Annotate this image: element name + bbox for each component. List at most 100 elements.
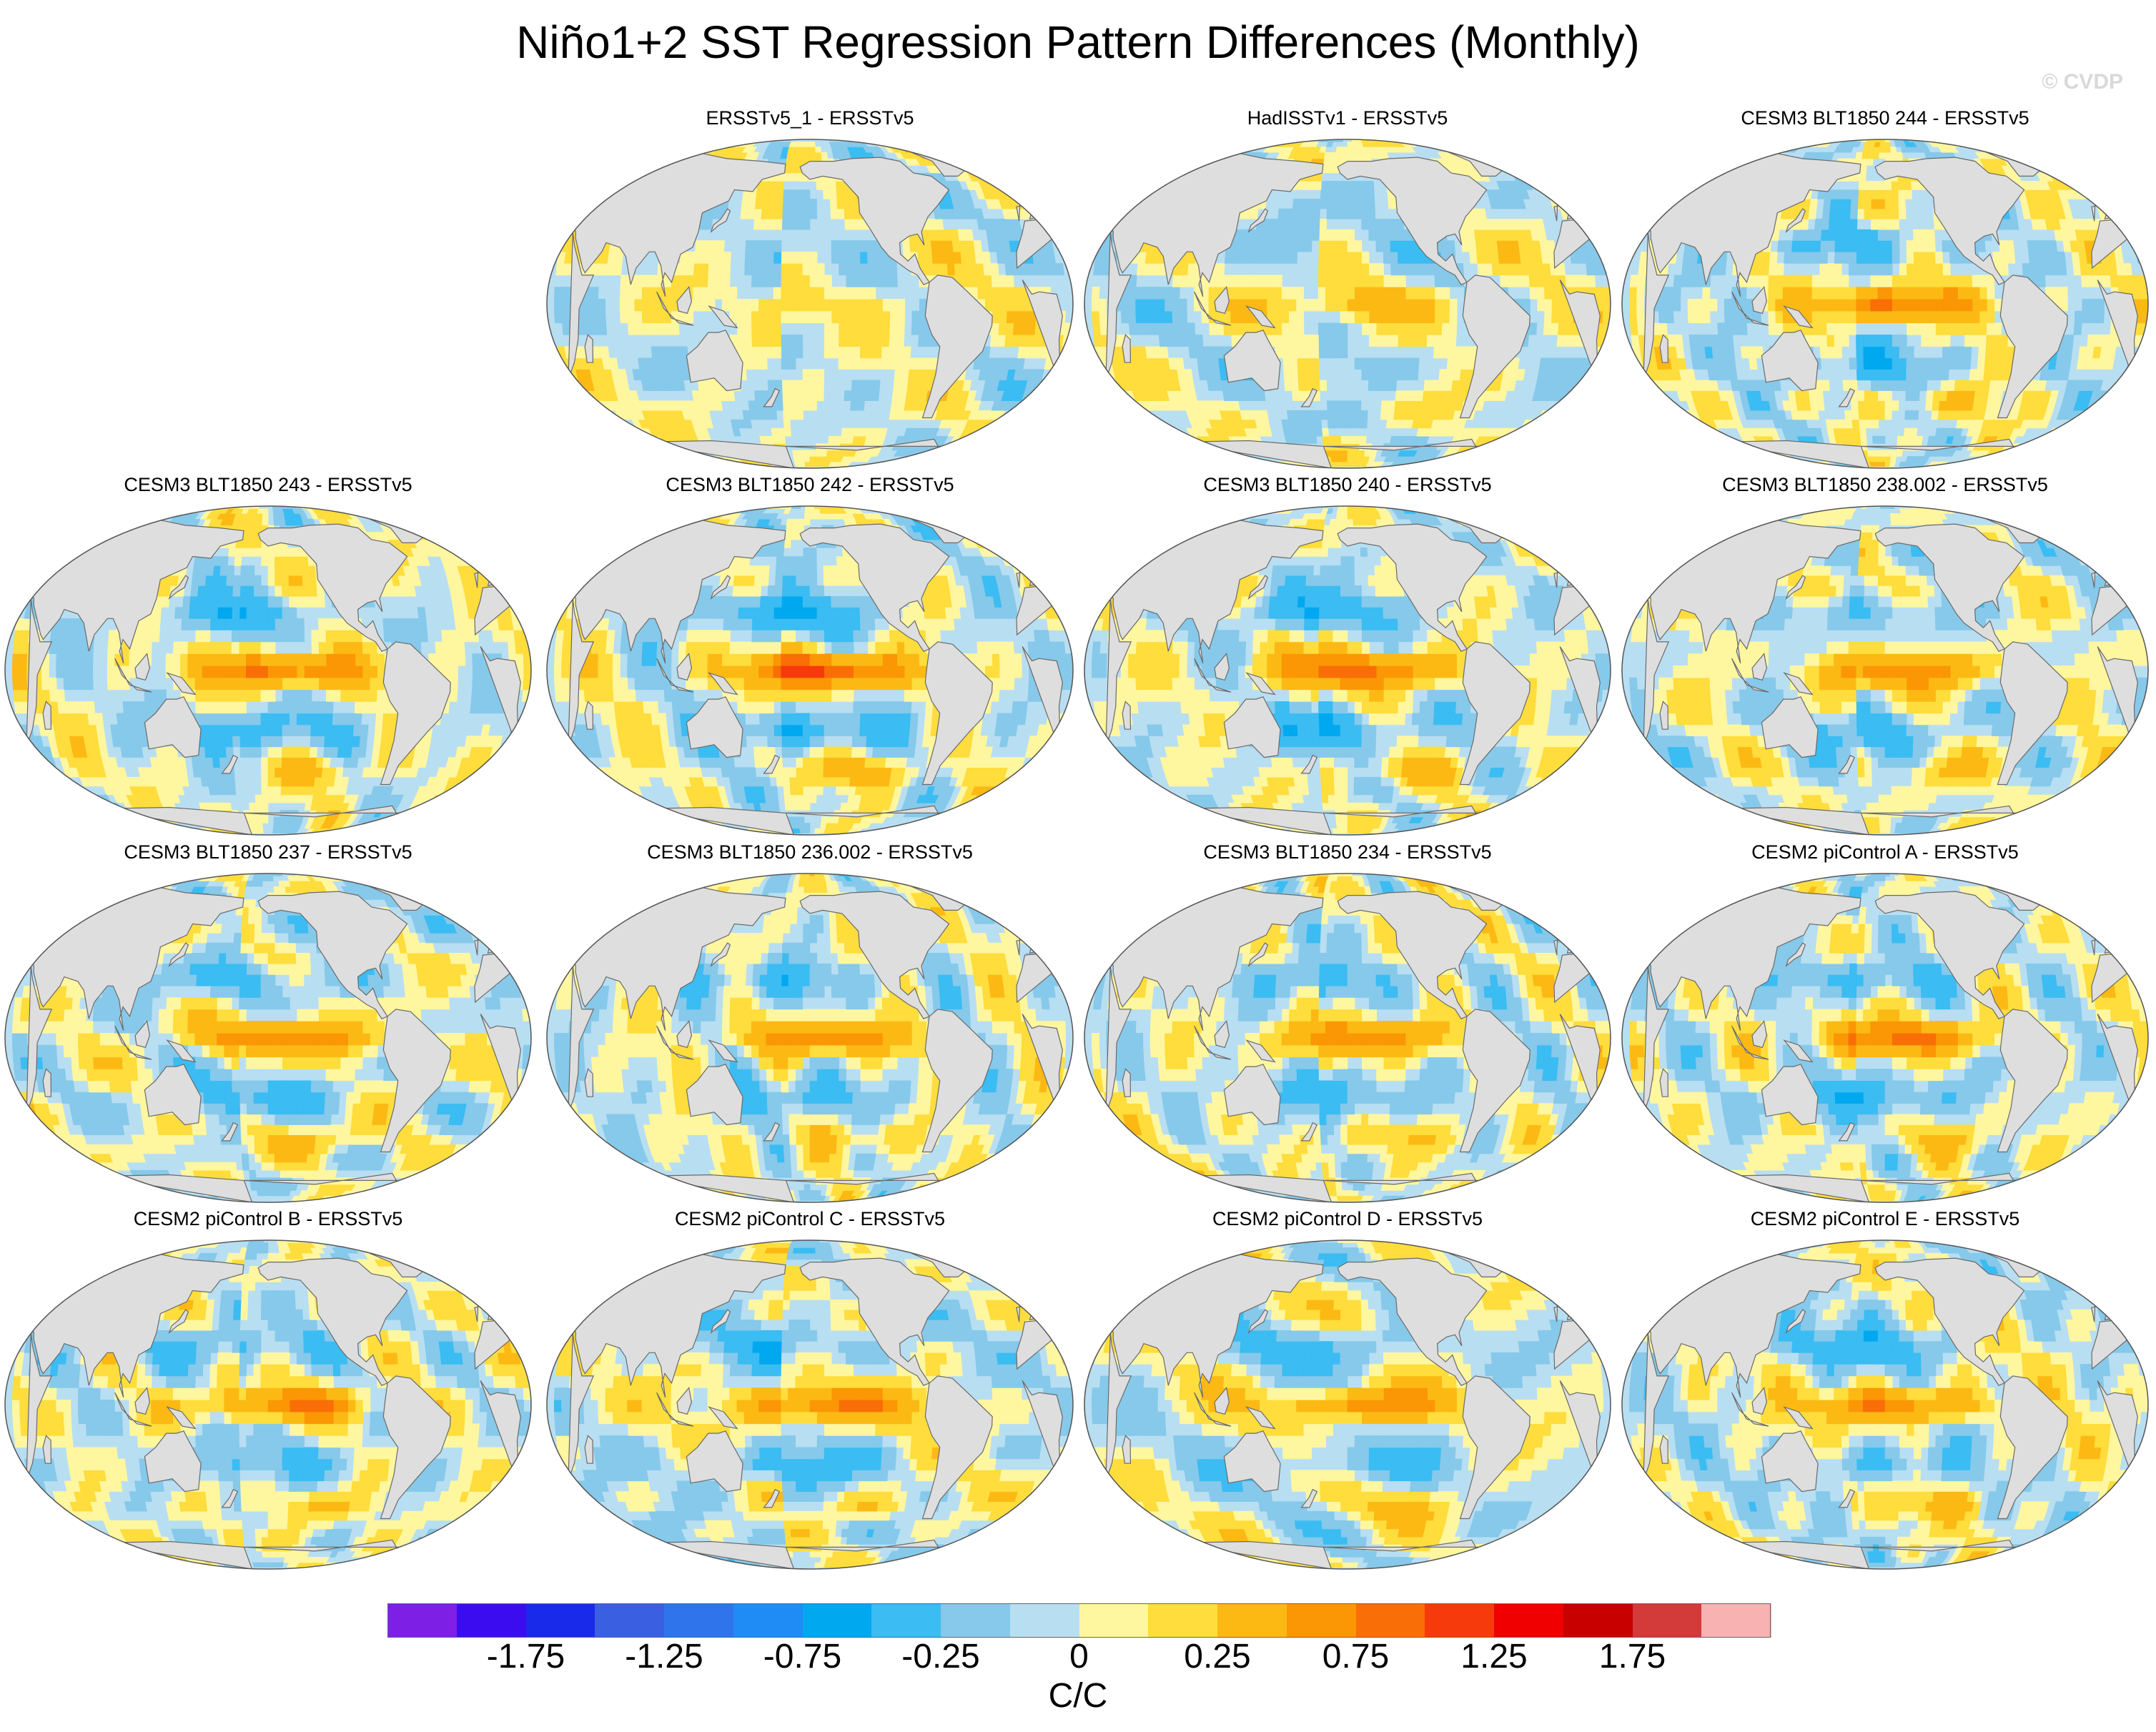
sst-cell — [686, 274, 694, 287]
sst-cell — [1016, 419, 1029, 429]
sst-cell — [859, 252, 869, 264]
sst-cell — [1333, 208, 1341, 219]
sst-cell — [788, 346, 796, 359]
sst-cell — [1415, 390, 1425, 402]
sst-cell — [614, 252, 624, 264]
sst-cell — [1292, 390, 1300, 402]
sst-cell — [1913, 229, 1922, 241]
sst-cell — [1977, 240, 1986, 252]
sst-cell — [1565, 274, 1574, 287]
sst-cell — [1014, 299, 1022, 312]
sst-cell — [1180, 274, 1188, 287]
sst-cell — [1551, 274, 1560, 287]
sst-cell — [2037, 456, 2053, 462]
sst-cell — [1347, 456, 1354, 462]
sst-cell — [763, 181, 771, 190]
sst-cell — [1367, 199, 1375, 209]
sst-cell — [1938, 400, 1947, 411]
sst-cell — [1784, 240, 1793, 252]
sst-cell — [1347, 435, 1355, 444]
sst-cell — [909, 240, 918, 252]
sst-cell — [809, 390, 818, 402]
sst-cell — [1523, 172, 1536, 182]
sst-cell — [1911, 410, 1919, 420]
sst-cell — [1636, 310, 1645, 324]
sst-cell — [1522, 299, 1531, 312]
sst-cell — [1464, 450, 1478, 457]
sst-cell — [1335, 450, 1342, 457]
sst-cell — [1656, 410, 1668, 420]
sst-cell — [1957, 287, 1966, 300]
sst-cell — [1691, 427, 1703, 437]
sst-cell — [864, 390, 873, 402]
sst-cell — [788, 390, 797, 402]
sst-cell — [1180, 322, 1189, 335]
sst-cell — [1347, 263, 1355, 276]
sst-cell — [858, 380, 866, 391]
sst-cell — [2082, 299, 2090, 312]
sst-cell — [1383, 299, 1392, 312]
sst-cell — [2067, 435, 2081, 444]
sst-cell — [1302, 427, 1310, 437]
sst-cell — [651, 139, 682, 142]
sst-cell — [1454, 346, 1463, 359]
sst-cell — [1195, 443, 1207, 451]
sst-cell — [1135, 287, 1144, 300]
sst-cell — [1157, 456, 1175, 462]
sst-cell — [2006, 461, 2027, 467]
sst-cell — [622, 427, 635, 437]
sst-cell — [1596, 240, 1606, 252]
sst-cell — [1317, 299, 1326, 312]
sst-cell — [1441, 274, 1450, 287]
sst-cell — [796, 400, 803, 411]
sst-cell — [1263, 461, 1279, 467]
sst-cell — [2089, 410, 2101, 420]
land-mass — [1223, 330, 1281, 392]
sst-cell — [926, 450, 940, 457]
sst-cell — [901, 142, 916, 147]
sst-cell — [747, 208, 756, 219]
sst-cell — [1744, 456, 1761, 462]
sst-cell — [1749, 461, 1769, 467]
sst-cell — [1332, 299, 1341, 312]
sst-cell — [1307, 181, 1316, 190]
sst-cell — [1483, 461, 1505, 467]
sst-cell — [1723, 456, 1739, 462]
sst-cell — [620, 443, 635, 451]
sst-cell — [578, 419, 591, 429]
sst-cell — [615, 172, 628, 182]
sst-cell — [911, 322, 920, 335]
sst-cell — [1404, 252, 1413, 264]
sst-cell — [998, 274, 1007, 287]
sst-cell — [1864, 419, 1873, 429]
sst-cell — [1290, 240, 1298, 252]
sst-cell — [1448, 335, 1457, 347]
sst-cell — [809, 450, 816, 457]
sst-cell — [1296, 335, 1305, 347]
sst-cell — [1935, 335, 1944, 347]
sst-cell — [1157, 158, 1171, 166]
sst-cell — [758, 263, 767, 276]
sst-cell — [1932, 400, 1940, 411]
sst-cell — [1216, 263, 1225, 276]
sst-cell — [1696, 443, 1710, 451]
sst-cell — [671, 322, 680, 335]
sst-cell — [604, 181, 616, 190]
sst-cell — [2105, 427, 2118, 437]
sst-cell — [563, 219, 574, 230]
sst-cell — [1172, 142, 1194, 147]
sst-cell — [745, 357, 753, 370]
sst-cell — [1994, 456, 2009, 462]
sst-cell — [729, 299, 738, 312]
sst-cell — [1811, 299, 1820, 312]
sst-cell — [2048, 240, 2058, 252]
sst-cell — [1216, 274, 1225, 287]
sst-cell — [1159, 346, 1169, 359]
sst-cell — [1674, 335, 1683, 347]
sst-cell — [993, 450, 1010, 457]
sst-cell — [1733, 456, 1750, 462]
sst-cell — [1665, 427, 1678, 437]
sst-cell — [1834, 346, 1843, 359]
sst-cell — [1899, 274, 1907, 287]
sst-cell — [620, 310, 628, 324]
